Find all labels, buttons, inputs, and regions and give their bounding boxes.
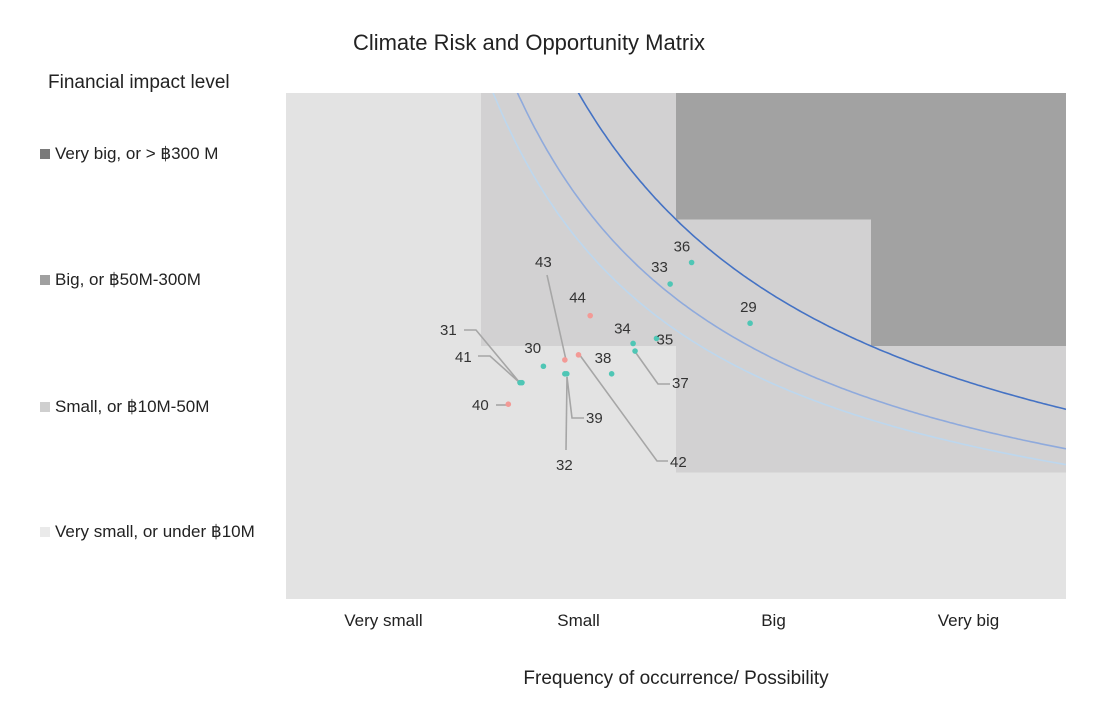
leader-line-41 <box>478 355 521 384</box>
x-tick-label: Small <box>557 611 600 630</box>
legend-item-very-big: Very big, or > ฿300 M <box>40 144 218 164</box>
data-label-29: 29 <box>740 299 757 316</box>
data-label-34: 34 <box>614 320 631 337</box>
data-label-30: 30 <box>524 340 541 357</box>
x-axis-title: Frequency of occurrence/ Possibility <box>523 668 829 689</box>
data-label-35: 35 <box>657 331 674 348</box>
data-point-38 <box>608 371 615 377</box>
data-point-37 <box>632 348 638 354</box>
leader-line-32 <box>565 376 568 451</box>
data-point-35 <box>653 335 660 342</box>
data-label-33: 33 <box>651 259 668 276</box>
legend-item-small: Small, or ฿10M-50M <box>40 397 209 417</box>
data-label-42: 42 <box>670 454 687 471</box>
data-point-44 <box>587 312 593 319</box>
legend-label: Very big, or > ฿300 M <box>55 144 219 163</box>
data-label-43: 43 <box>535 254 552 271</box>
leader-line-43 <box>546 274 567 361</box>
data-point-34 <box>630 340 636 347</box>
data-label-39: 39 <box>586 410 603 427</box>
leader-line-37 <box>635 352 670 385</box>
data-point-33 <box>667 281 673 287</box>
legend-label: Very small, or under ฿10M <box>55 522 255 541</box>
data-label-40: 40 <box>472 397 489 414</box>
legend-item-big: Big, or ฿50M-300M <box>40 270 201 290</box>
data-label-44: 44 <box>569 290 586 307</box>
data-point-39 <box>564 371 570 377</box>
legend-swatch <box>40 149 50 159</box>
zone-small <box>676 346 1066 473</box>
legend-label: Small, or ฿10M-50M <box>55 397 210 416</box>
x-tick-label: Big <box>761 611 786 630</box>
data-point-40 <box>505 401 512 407</box>
leader-line-39 <box>566 376 584 419</box>
legend-label: Big, or ฿50M-300M <box>55 270 201 289</box>
data-label-32: 32 <box>556 457 573 474</box>
legend-item-very-small: Very small, or under ฿10M <box>40 522 255 542</box>
leader-line-31 <box>464 329 521 384</box>
data-point-42 <box>575 352 582 358</box>
threshold-curve-1 <box>577 93 1066 411</box>
data-point-30 <box>540 363 547 370</box>
legend-swatch <box>40 527 50 537</box>
zone-big <box>676 93 1066 220</box>
chart-title: Climate Risk and Opportunity Matrix <box>352 30 706 55</box>
threshold-curve-3 <box>492 93 1066 466</box>
data-label-31: 31 <box>440 322 457 339</box>
data-label-41: 41 <box>455 349 472 366</box>
data-point-29 <box>747 320 753 327</box>
data-label-38: 38 <box>595 350 612 367</box>
data-label-37: 37 <box>672 375 689 392</box>
data-point-43 <box>562 357 568 363</box>
data-point-41 <box>519 379 525 386</box>
y-axis-title: Financial impact level <box>48 72 230 93</box>
x-tick-label: Very small <box>344 611 423 630</box>
threshold-curve-2 <box>516 93 1066 450</box>
legend-swatch <box>40 275 50 285</box>
legend-swatch <box>40 402 50 412</box>
leader-line-42 <box>578 353 668 462</box>
x-tick-label: Very big <box>937 611 1000 630</box>
data-point-36 <box>688 259 695 266</box>
data-label-36: 36 <box>674 239 691 256</box>
zone-big <box>871 219 1066 346</box>
